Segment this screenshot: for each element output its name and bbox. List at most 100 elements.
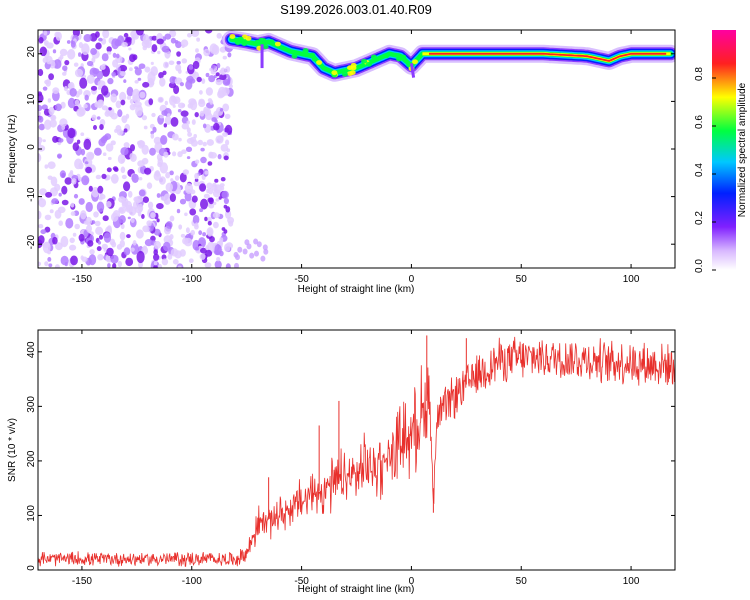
noise-speck: [195, 48, 199, 53]
snr-spikes: [268, 335, 467, 520]
noise-speck: [121, 174, 127, 180]
noise-speck: [111, 212, 119, 222]
ridge-blob: [229, 34, 236, 39]
noise-speck: [223, 155, 229, 161]
noise-speck: [117, 260, 123, 268]
ridge-blob: [331, 70, 338, 76]
y-tick-label: 20: [26, 46, 37, 58]
noise-speck: [81, 175, 90, 186]
noise-speck: [107, 263, 111, 268]
ridge-blob: [311, 56, 318, 62]
noise-speck: [112, 263, 117, 268]
signal-ridge: [222, 30, 675, 82]
noise-speck: [90, 48, 97, 55]
spectrogram-y-label: Frequency (Hz): [7, 115, 18, 184]
noise-speck: [38, 93, 44, 103]
x-tick-label: 50: [516, 274, 528, 285]
noise-speck: [207, 161, 213, 166]
noise-speck: [177, 151, 183, 158]
noise-speck: [165, 172, 171, 179]
noise-speck: [174, 175, 180, 181]
noise-speck: [170, 117, 179, 127]
noise-speck: [108, 107, 112, 111]
noise-speck: [225, 263, 231, 268]
noise-speck: [129, 103, 136, 111]
noise-speck: [194, 222, 199, 227]
noise-speck: [177, 68, 182, 74]
noise-speck: [51, 198, 59, 205]
noise-speck: [156, 193, 161, 198]
noise-speck: [142, 45, 148, 51]
noise-speck: [222, 78, 231, 86]
noise-speck: [119, 231, 126, 241]
noise-speck: [177, 265, 182, 268]
noise-speck: [242, 248, 248, 255]
snr-frame: [37, 329, 676, 571]
noise-speck: [228, 84, 233, 89]
noise-speck: [137, 77, 142, 81]
noise-speck: [97, 254, 104, 261]
noise-speck: [38, 154, 41, 160]
noise-speck: [44, 119, 52, 130]
noise-speck: [91, 57, 96, 63]
noise-speck: [90, 85, 98, 91]
spectrogram-plot-area: [38, 30, 675, 268]
noise-speck: [217, 135, 224, 142]
ridge-blob: [268, 39, 275, 45]
noise-speck: [159, 114, 164, 119]
noise-speck: [205, 112, 213, 121]
noise-speck: [127, 216, 131, 220]
noise-speck: [163, 123, 167, 128]
noise-speck: [169, 170, 174, 176]
noise-speck: [135, 30, 144, 36]
noise-speck: [227, 52, 232, 58]
noise-speck: [213, 201, 217, 205]
noise-speck: [138, 177, 143, 181]
y-tick-label: 100: [26, 505, 37, 522]
noise-speck: [150, 133, 155, 139]
noise-speck: [123, 181, 131, 192]
noise-speck: [146, 182, 153, 189]
noise-speck: [123, 247, 131, 256]
noise-speck: [181, 44, 185, 48]
y-tick-label: 10: [26, 93, 37, 105]
noise-speck: [98, 234, 104, 240]
noise-speck: [38, 123, 45, 131]
noise-speck: [65, 218, 74, 229]
noise-speck: [223, 197, 229, 205]
noise-speck: [59, 170, 66, 179]
colorbar-tick-label: 0.0: [694, 259, 705, 273]
noise-speck: [131, 173, 139, 183]
noise-speck: [212, 44, 220, 56]
noise-speck: [153, 261, 158, 266]
noise-speck: [168, 82, 177, 89]
noise-speck: [220, 185, 225, 191]
noise-speck: [39, 46, 47, 57]
noise-speck: [70, 40, 76, 48]
noise-speck: [78, 233, 85, 242]
noise-speck: [138, 189, 146, 197]
noise-speck: [80, 210, 87, 220]
noise-speck: [187, 132, 193, 137]
noise-speck: [106, 247, 114, 257]
noise-speck: [149, 147, 156, 156]
noise-speck: [110, 140, 116, 146]
noise-speck: [205, 245, 210, 251]
noise-speck: [184, 183, 193, 194]
noise-speck: [164, 200, 169, 204]
noise-speck: [67, 127, 76, 139]
noise-speck: [60, 255, 69, 266]
noise-speck: [112, 59, 119, 68]
noise-speck: [70, 211, 76, 216]
noise-speck: [70, 255, 78, 266]
noise-speck: [161, 45, 170, 53]
noise-speck: [38, 224, 44, 229]
noise-speck: [38, 210, 42, 220]
noise-speck: [194, 112, 199, 118]
noise-speck: [163, 151, 169, 158]
noise-speck: [225, 209, 232, 219]
colorbar: 0.0 0.2 0.4 0.6 0.8 Normalized spectral ampl…: [694, 30, 748, 273]
noise-speck: [110, 173, 119, 184]
noise-speck: [116, 53, 120, 59]
